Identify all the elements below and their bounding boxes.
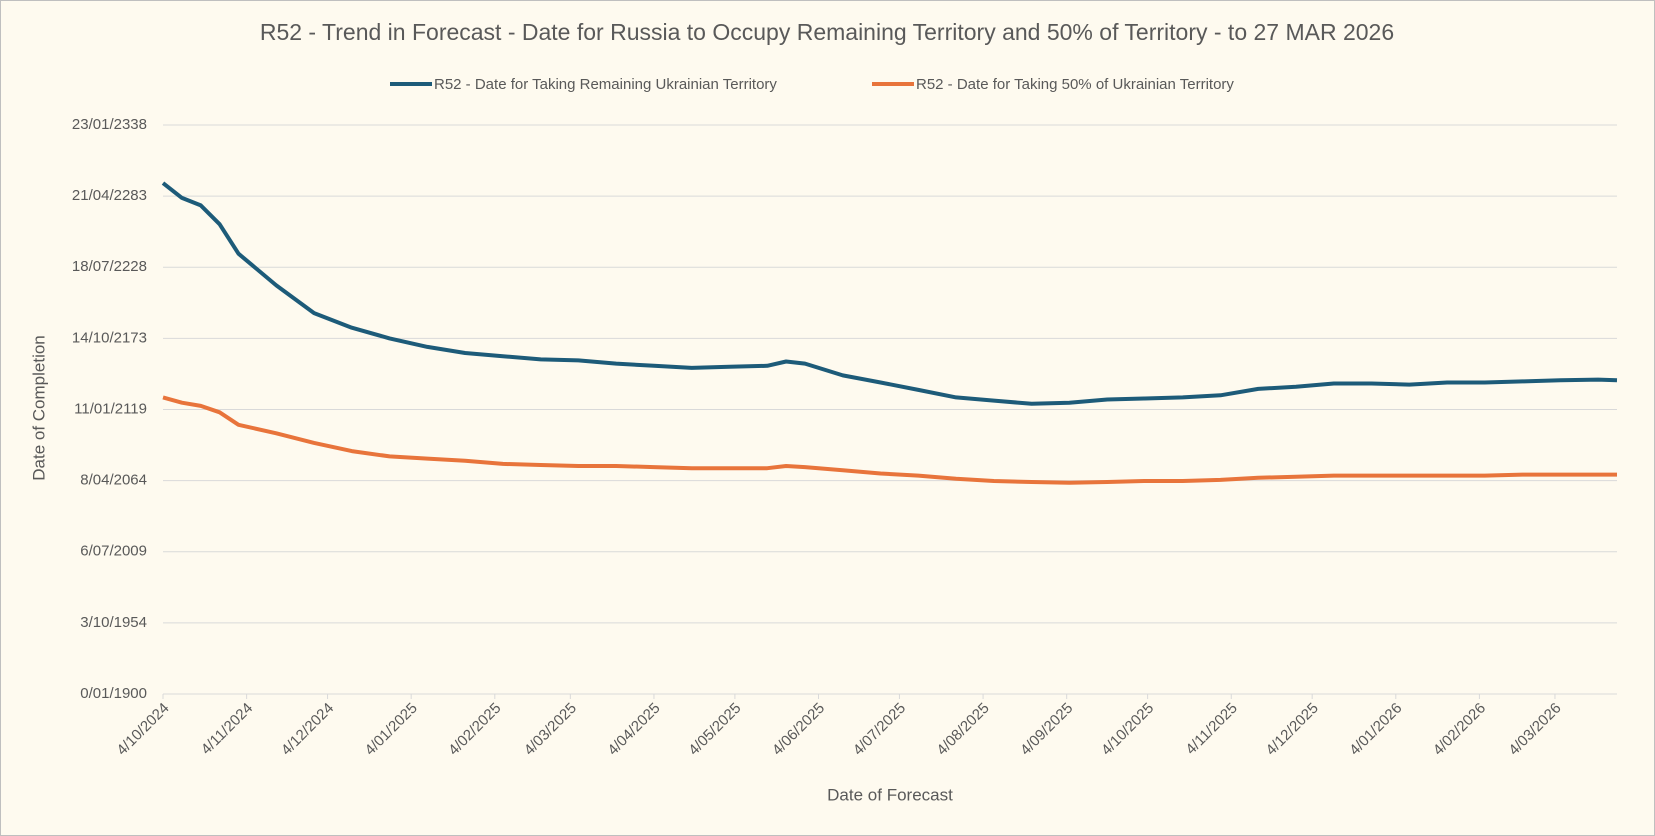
legend-label: R52 - Date for Taking Remaining Ukrainia… (434, 76, 777, 93)
legend-label: R52 - Date for Taking 50% of Ukrainian T… (916, 76, 1234, 93)
y-tick-label: 18/07/2228 (72, 258, 147, 275)
y-tick-label: 3/10/1954 (80, 614, 147, 631)
y-tick-label: 8/04/2064 (80, 472, 147, 489)
y-tick-label: 11/01/2119 (74, 400, 147, 417)
y-tick-label: 21/04/2283 (72, 187, 147, 204)
series-line (162, 395, 1617, 485)
y-tick-label: 23/01/2338 (72, 116, 147, 133)
y-tick-label: 6/07/2009 (80, 543, 147, 560)
chart-title: R52 - Trend in Forecast - Date for Russi… (260, 19, 1394, 45)
x-axis-title: Date of Forecast (827, 785, 953, 804)
y-tick-label: 0/01/1900 (80, 685, 147, 702)
y-axis-title: Date of Completion (29, 335, 48, 481)
series-line (161, 181, 1618, 406)
y-tick-label: 14/10/2173 (72, 329, 147, 346)
